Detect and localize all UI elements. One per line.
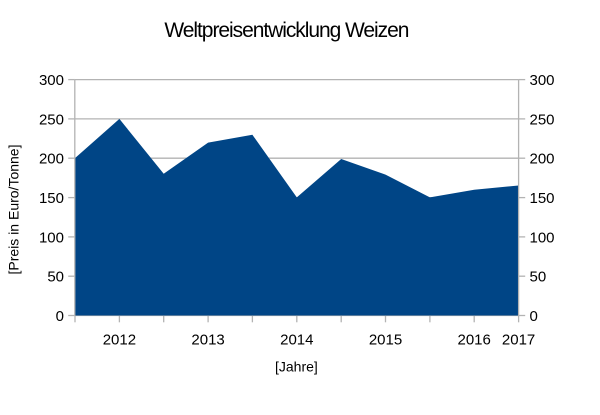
svg-text:2013: 2013: [191, 331, 224, 348]
svg-text:2017: 2017: [502, 331, 535, 348]
svg-text:100: 100: [530, 229, 555, 246]
svg-text:0: 0: [56, 308, 64, 325]
svg-text:100: 100: [39, 229, 64, 246]
svg-text:150: 150: [530, 190, 555, 207]
svg-text:2014: 2014: [280, 331, 313, 348]
svg-text:[Jahre]: [Jahre]: [275, 359, 318, 375]
svg-text:250: 250: [530, 111, 555, 128]
svg-text:Weltpreisentwicklung Weizen: Weltpreisentwicklung Weizen: [164, 19, 408, 42]
svg-text:2015: 2015: [369, 331, 402, 348]
svg-text:0: 0: [530, 308, 538, 325]
svg-text:50: 50: [47, 269, 64, 286]
svg-text:200: 200: [39, 151, 64, 168]
svg-text:150: 150: [39, 190, 64, 207]
svg-text:[Preis in Euro/Tonne]: [Preis in Euro/Tonne]: [5, 145, 21, 275]
svg-text:2016: 2016: [458, 331, 491, 348]
svg-text:200: 200: [530, 151, 555, 168]
svg-text:2012: 2012: [103, 331, 136, 348]
svg-text:50: 50: [530, 269, 547, 286]
svg-text:300: 300: [530, 72, 555, 89]
svg-text:250: 250: [39, 111, 64, 128]
svg-text:300: 300: [39, 72, 64, 89]
